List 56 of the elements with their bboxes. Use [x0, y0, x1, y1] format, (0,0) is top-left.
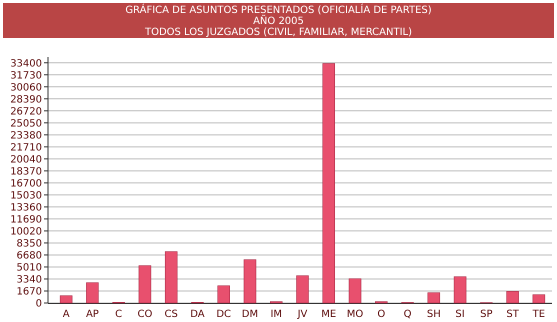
y-tick-label: 30060 [10, 82, 42, 94]
y-tick-label: 18370 [10, 166, 42, 178]
bar [60, 295, 72, 304]
bar [244, 259, 256, 304]
y-tick-label: 25050 [10, 118, 42, 130]
text: TODOS LOS JUZGADOS (CIVIL, FAMILIAR, MERCANTIL) [144, 27, 412, 38]
x-tick-label: DA [190, 309, 205, 320]
bar [164, 251, 178, 304]
x-tick-label: Q [404, 309, 412, 320]
y-tick-label: 6680 [16, 250, 42, 262]
x-tick-label: DC [216, 309, 232, 320]
x-tick-label: A [62, 309, 70, 320]
bar [532, 294, 546, 304]
y-tick-label: 21710 [10, 142, 42, 154]
y-tick-label: 16700 [10, 178, 42, 190]
x-tick-label: DM [242, 309, 258, 320]
bar [217, 285, 230, 304]
x-tick-label: MO [346, 309, 364, 320]
x-tick-label: SI [455, 309, 465, 320]
x-tick-label: JV [296, 309, 308, 320]
chart-subtitle: AÑO 2005 [253, 14, 304, 27]
bar [86, 282, 99, 304]
bar [428, 292, 440, 304]
chart-title: GRÁFICA DE ASUNTOS PRESENTADOS (OFICIALÍA DE PARTES) [125, 3, 432, 16]
y-tick-label: 13360 [10, 202, 42, 214]
bar [454, 276, 466, 304]
x-tick-label: TE [532, 309, 546, 320]
y-tick-label: 10020 [10, 226, 42, 238]
y-tick-label: 33400 [10, 58, 42, 70]
x-tick-label: ME [321, 309, 336, 320]
y-tick-label: 23380 [10, 130, 42, 142]
x-tick-label: ST [506, 309, 520, 320]
y-tick-label: 1670 [16, 286, 42, 298]
x-tick-label: IM [270, 309, 282, 320]
x-tick-label: AP [86, 309, 99, 320]
bar [506, 291, 519, 304]
x-tick-label: O [377, 309, 386, 320]
y-tick-label: 5010 [16, 262, 42, 274]
y-tick-label: 15030 [10, 190, 42, 202]
x-tick-label: C [115, 309, 122, 320]
bar [138, 265, 152, 304]
y-tick-label: 20040 [10, 154, 42, 166]
y-tick-label: 0 [36, 298, 42, 310]
y-tick-label: 28390 [10, 94, 42, 106]
bar [296, 275, 309, 304]
x-tick-label: CO [137, 309, 152, 320]
x-tick-label: SH [426, 309, 441, 320]
y-tick-label: 31730 [10, 70, 42, 82]
y-tick-label: 26720 [10, 106, 42, 118]
x-tick-label: SP [480, 309, 493, 320]
y-tick-label: 8350 [16, 238, 42, 250]
y-tick-label: 3340 [16, 274, 42, 286]
x-tick-label: CS [164, 309, 178, 320]
bar [348, 278, 362, 304]
y-tick-label: 11690 [10, 214, 42, 226]
bar [322, 63, 336, 304]
